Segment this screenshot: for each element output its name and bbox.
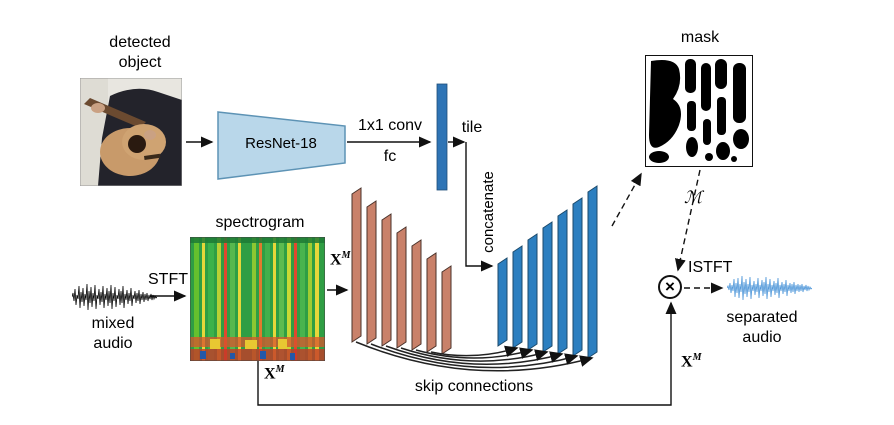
mixed-audio-label: mixed audio xyxy=(91,315,135,352)
spectrogram-graphic xyxy=(190,237,325,361)
decoder-layer xyxy=(587,185,598,359)
arrow-tile-to-concat xyxy=(465,142,494,272)
tensor-sup: M xyxy=(341,250,351,261)
separated-audio-label: separated audio xyxy=(726,309,798,346)
encoder-layer xyxy=(426,252,437,353)
mask-graphic xyxy=(645,55,753,167)
encoder-layer xyxy=(441,265,452,355)
tile-label: tile xyxy=(461,119,483,136)
guitar-photo-graphic xyxy=(80,78,182,186)
waveform-blue-icon xyxy=(727,275,812,301)
mixed-audio-waveform xyxy=(72,281,157,313)
arrow-spectrogram-to-multiply xyxy=(257,301,677,406)
waveform-black-icon xyxy=(72,283,157,311)
decoder-layer xyxy=(557,209,568,355)
conv1x1-label: 1x1 conv xyxy=(357,117,423,134)
stft-label: STFT xyxy=(148,271,188,288)
skip-arc xyxy=(355,341,594,372)
spectrogram-tensor-label-encoder: XM xyxy=(330,250,350,269)
arrows xyxy=(150,136,724,406)
mask-matrix-symbol: ℳ xyxy=(684,188,703,207)
spectrogram-tensor-label-bottom: XM xyxy=(264,364,284,383)
mask-label: mask xyxy=(680,29,720,46)
detected-object-label: detected object xyxy=(109,34,171,71)
arrow-mask-to-multiply xyxy=(674,169,701,272)
resnet-trapezoid xyxy=(217,111,346,180)
resnet-label: ResNet-18 xyxy=(245,135,317,152)
decoder-layer xyxy=(542,221,553,353)
mask-image xyxy=(645,55,753,167)
skip-arc xyxy=(430,345,519,358)
spectrogram-image xyxy=(190,237,325,361)
unet-encoder-stack xyxy=(351,187,452,355)
arrow-decoder-to-mask xyxy=(611,172,642,227)
multiply-node: × xyxy=(658,275,682,299)
fc-label: fc xyxy=(383,148,397,165)
detected-object-photo xyxy=(80,78,182,186)
visual-feature-bar xyxy=(436,83,448,191)
decoder-layer xyxy=(572,197,583,357)
separated-audio-waveform xyxy=(727,272,812,304)
decoder-layer xyxy=(512,245,523,349)
tensor-sup: M xyxy=(692,352,702,363)
unet-decoder-stack xyxy=(497,185,598,359)
skip-connections-label: skip connections xyxy=(414,378,534,395)
tensor-base: X xyxy=(330,251,342,269)
encoder-layer xyxy=(366,200,377,345)
encoder-layer xyxy=(411,239,422,351)
skip-arc xyxy=(415,347,534,359)
skip-connection-arcs xyxy=(355,341,594,372)
encoder-layer xyxy=(381,213,392,347)
istft-label: ISTFT xyxy=(688,259,733,276)
spectrogram-label: spectrogram xyxy=(215,214,305,231)
encoder-layer xyxy=(351,187,362,343)
encoder-layer xyxy=(396,226,407,349)
decoder-layer xyxy=(527,233,538,351)
decoder-layer xyxy=(497,257,508,347)
tensor-sup: M xyxy=(275,364,285,375)
multiply-symbol: × xyxy=(665,277,675,296)
tensor-base: X xyxy=(264,365,276,383)
spectrogram-tensor-label-right: XM xyxy=(681,352,701,371)
concatenate-label: concatenate xyxy=(480,171,497,253)
tensor-base: X xyxy=(681,353,693,371)
